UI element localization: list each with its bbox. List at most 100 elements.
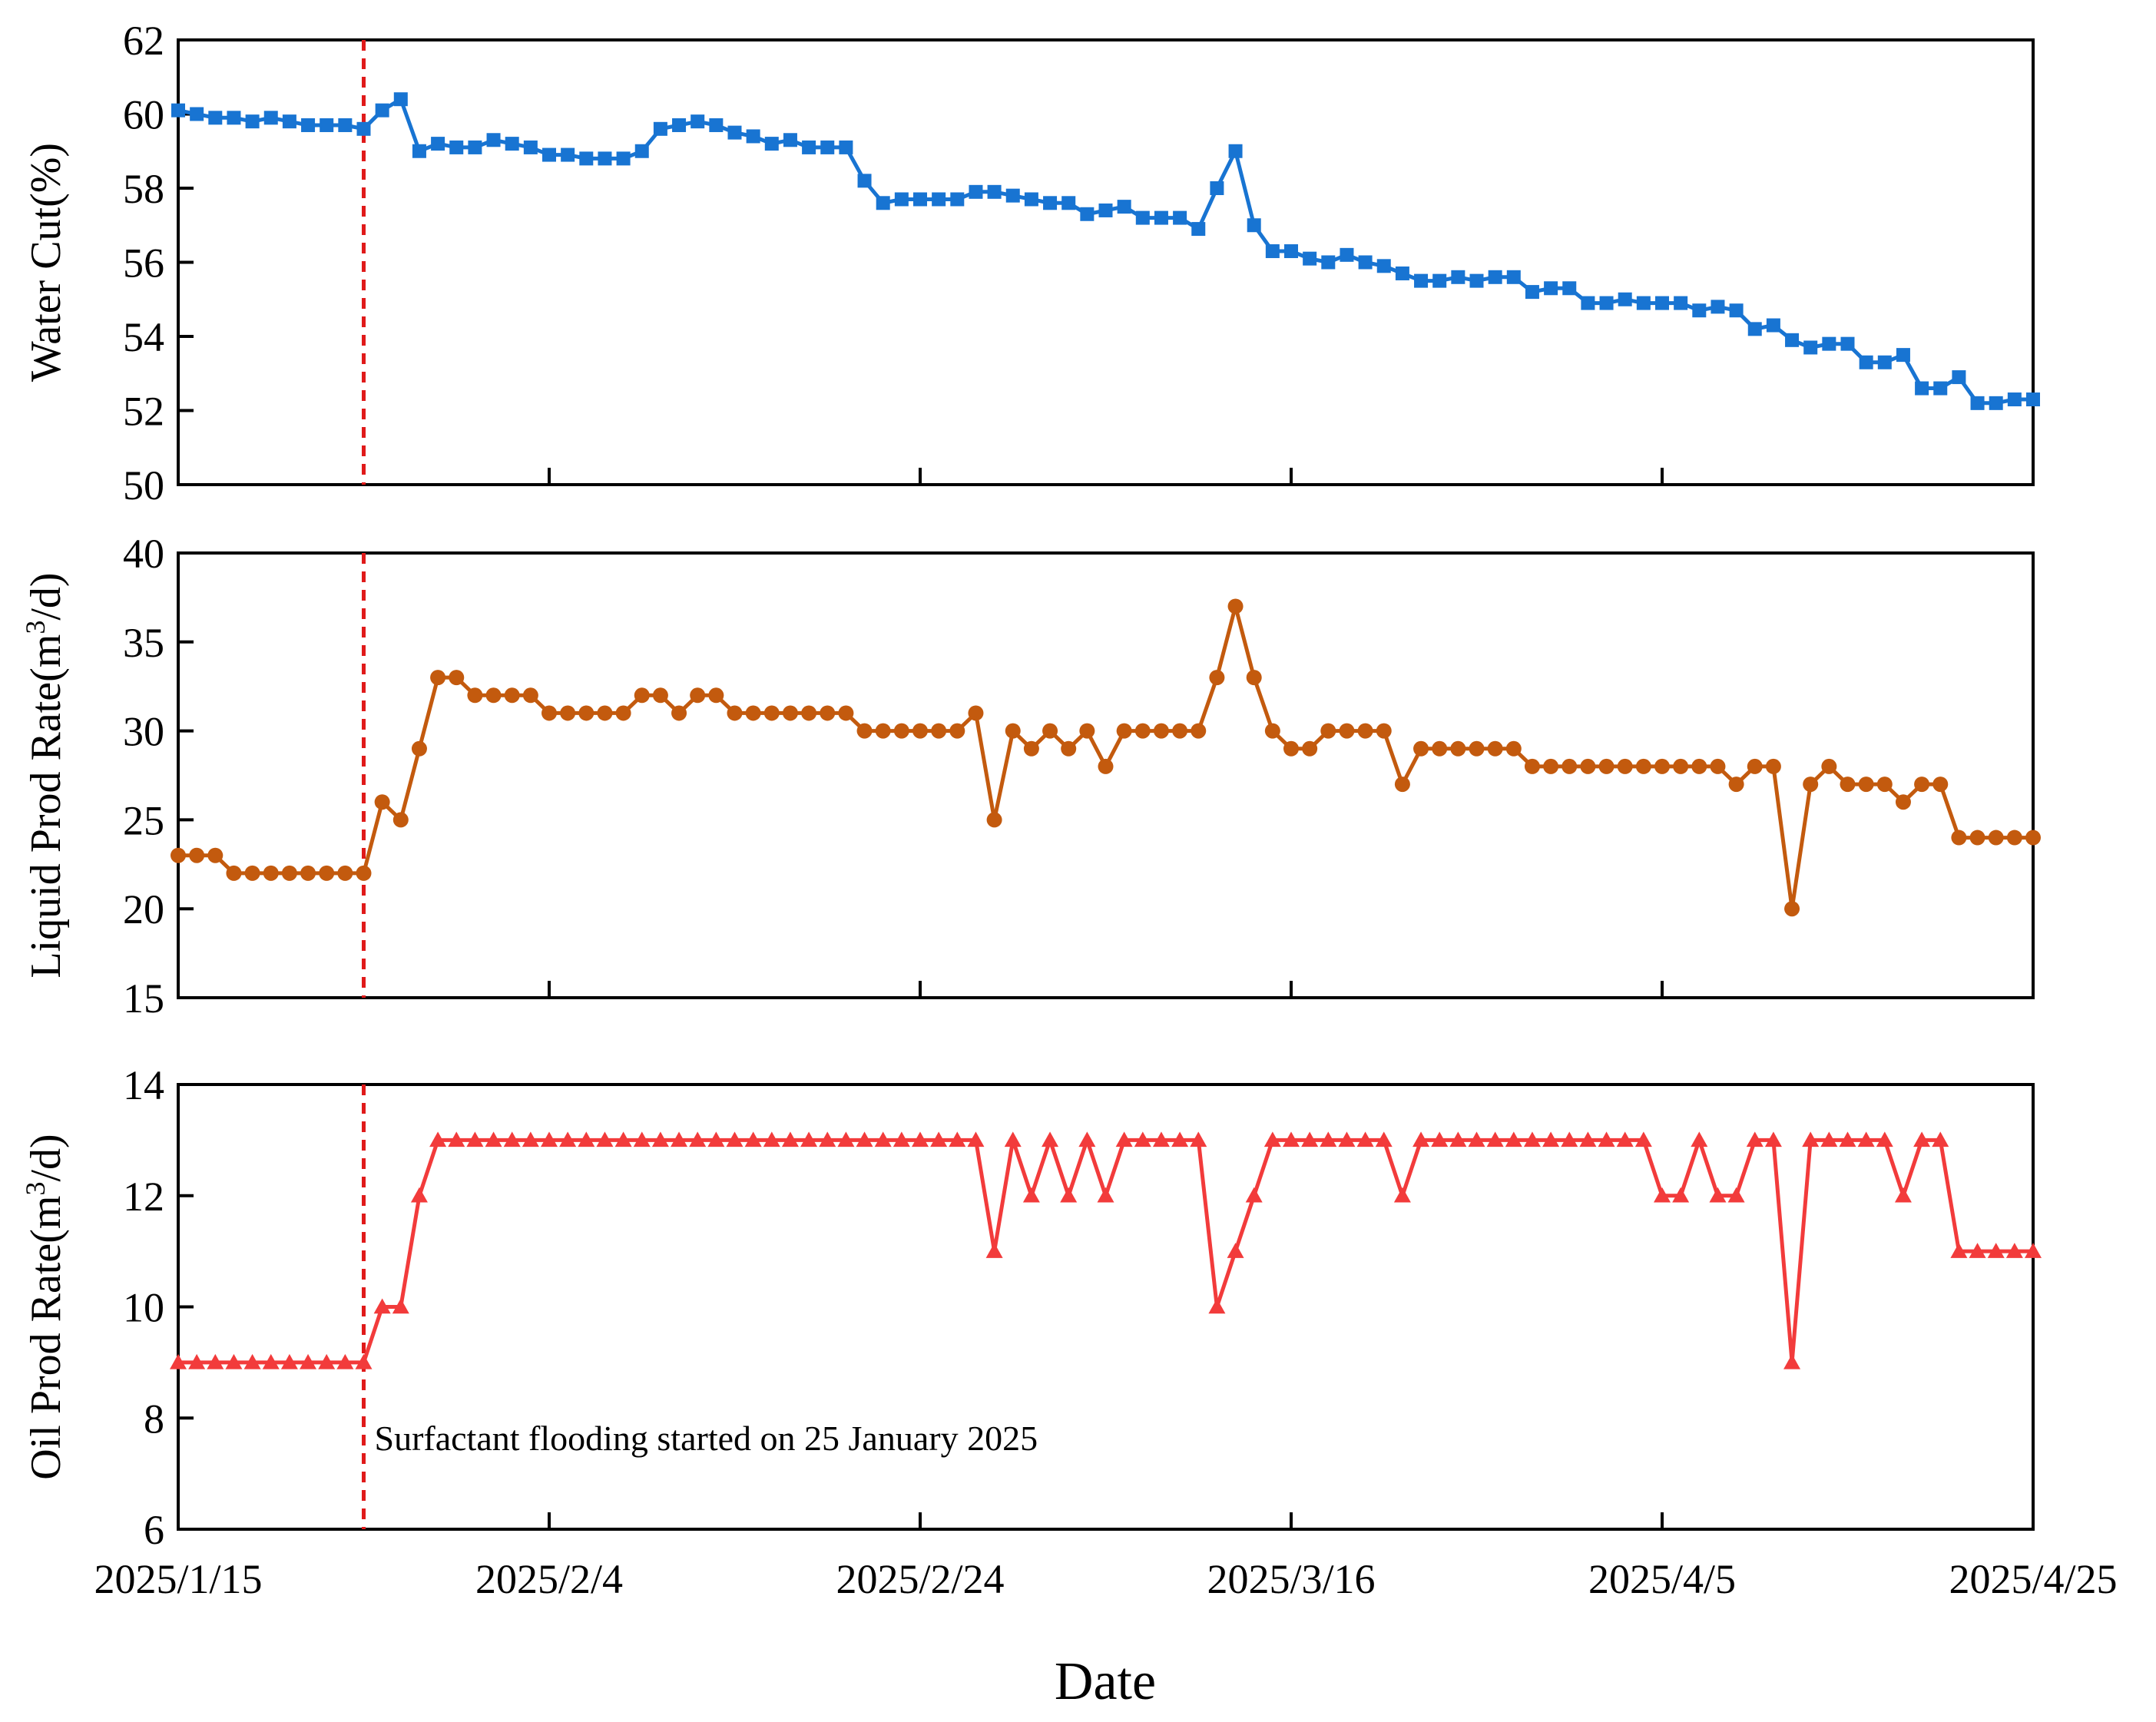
data-point [800, 1131, 818, 1147]
data-point [781, 1131, 799, 1147]
data-point [1079, 723, 1095, 739]
data-point [1562, 281, 1577, 296]
data-point [1375, 1131, 1393, 1147]
data-point [336, 1353, 354, 1369]
data-point [1747, 322, 1762, 336]
data-point [1245, 1187, 1263, 1203]
data-point [1301, 1131, 1319, 1147]
data-point [1172, 723, 1188, 739]
data-point [1283, 740, 1299, 757]
data-point [1543, 758, 1559, 774]
data-point [1060, 1187, 1078, 1203]
data-point [1190, 1131, 1207, 1147]
x-tick-label: 2025/4/5 [1588, 1556, 1736, 1602]
data-point [486, 133, 501, 147]
data-point [708, 687, 724, 704]
data-point [1821, 758, 1837, 774]
data-point [190, 107, 204, 121]
data-point [1840, 777, 1856, 793]
data-point [2007, 392, 2022, 407]
data-point [1729, 303, 1744, 318]
data-point [411, 740, 427, 757]
data-point [1840, 336, 1855, 351]
data-point [1022, 1187, 1040, 1203]
data-point [2025, 1243, 2042, 1258]
data-point [579, 151, 594, 166]
data-point [466, 1131, 484, 1147]
data-point [392, 1298, 409, 1314]
data-point [1505, 1131, 1522, 1147]
data-point [1357, 723, 1373, 739]
data-point [1616, 1131, 1634, 1147]
data-point [1024, 192, 1038, 207]
data-point [672, 118, 687, 132]
data-point [1117, 200, 1131, 214]
data-point [374, 794, 390, 810]
data-point [1839, 1131, 1856, 1147]
data-point [170, 1353, 187, 1369]
data-point [1061, 740, 1077, 757]
y-tick-label: 30 [123, 709, 164, 755]
data-point [1338, 1131, 1356, 1147]
data-point [1302, 740, 1318, 757]
data-point [801, 705, 817, 721]
data-point [523, 140, 538, 154]
data-point [319, 865, 335, 881]
data-point [690, 687, 706, 704]
x-tick-label: 2025/1/15 [94, 1556, 262, 1602]
data-point [1432, 740, 1448, 757]
data-point [876, 196, 890, 210]
data-point [1395, 266, 1409, 280]
data-point [1116, 723, 1132, 739]
data-point [1765, 758, 1781, 774]
data-point [709, 118, 724, 132]
data-point [763, 705, 780, 721]
data-point [820, 705, 836, 721]
data-point [931, 723, 947, 739]
data-point [448, 1131, 465, 1147]
data-point [280, 1353, 298, 1369]
data-point [1562, 758, 1578, 774]
data-point [1987, 1243, 2005, 1258]
data-point [1208, 1298, 1226, 1314]
data-point [1784, 901, 1800, 917]
y-axis-title: Water Cut(%) [22, 143, 70, 382]
data-point [431, 137, 445, 151]
data-point [763, 1131, 780, 1147]
data-point [839, 140, 853, 154]
data-point [1488, 270, 1502, 284]
data-point [894, 192, 909, 207]
data-point [1544, 281, 1558, 296]
data-point [1413, 740, 1429, 757]
y-tick-label: 60 [123, 92, 164, 138]
y-axis-title: Oil Prod Rate(m3/d) [20, 1134, 70, 1479]
data-point [1636, 296, 1651, 310]
data-point [651, 1131, 669, 1147]
data-point [1303, 251, 1317, 266]
data-point [1263, 1131, 1281, 1147]
data-point [614, 1131, 632, 1147]
plot-frame [177, 1083, 2035, 1531]
data-point [633, 1131, 651, 1147]
data-point [1803, 777, 1819, 793]
data-point [1876, 1131, 1893, 1147]
data-point [1914, 777, 1930, 793]
y-tick-label: 12 [123, 1174, 164, 1220]
data-point [503, 1131, 521, 1147]
data-point [1412, 1131, 1430, 1147]
data-point [1635, 758, 1651, 774]
data-point [596, 1131, 614, 1147]
data-point [1655, 296, 1669, 310]
data-point [634, 687, 650, 704]
data-point [912, 1131, 929, 1147]
panel-3: 6 8 10 12 14 Oil Prod Rate(m3/d) [20, 1062, 2042, 1553]
data-point [950, 192, 965, 207]
data-point [691, 114, 705, 129]
y-tick-label: 56 [123, 240, 164, 286]
data-point [969, 184, 983, 199]
data-point [1246, 670, 1262, 686]
data-point [1228, 144, 1243, 158]
data-point [2005, 1243, 2023, 1258]
panel-1: 50 52 54 56 58 60 62 Water Cut(%) [22, 18, 2040, 508]
